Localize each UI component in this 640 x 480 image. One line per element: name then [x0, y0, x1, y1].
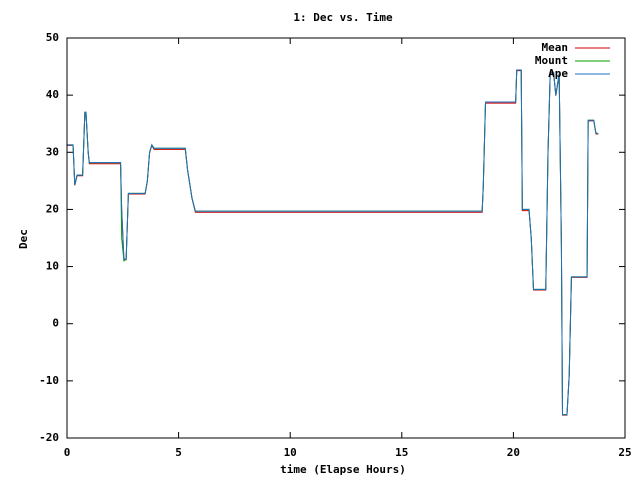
x-tick-label: 20 [507, 446, 520, 459]
x-tick-label: 5 [175, 446, 182, 459]
legend-label: Mean [542, 41, 569, 54]
x-tick-label: 0 [64, 446, 71, 459]
y-tick-label: 40 [46, 88, 59, 101]
y-tick-label: -10 [39, 374, 59, 387]
legend-label: Mount [535, 54, 568, 67]
legend-label: Ape [548, 67, 568, 80]
y-tick-label: 0 [52, 317, 59, 330]
y-tick-label: 20 [46, 202, 59, 215]
y-tick-label: 30 [46, 145, 59, 158]
y-tick-label: -20 [39, 431, 59, 444]
x-tick-label: 25 [618, 446, 631, 459]
chart-title: 1: Dec vs. Time [293, 11, 393, 24]
y-tick-label: 10 [46, 260, 59, 273]
x-axis-label: time (Elapse Hours) [280, 463, 406, 476]
x-tick-label: 10 [284, 446, 297, 459]
x-tick-label: 15 [395, 446, 408, 459]
series-line [67, 69, 599, 416]
plot-frame [66, 37, 626, 439]
y-axis-label: Dec [17, 229, 30, 249]
y-tick-label: 50 [46, 31, 59, 44]
